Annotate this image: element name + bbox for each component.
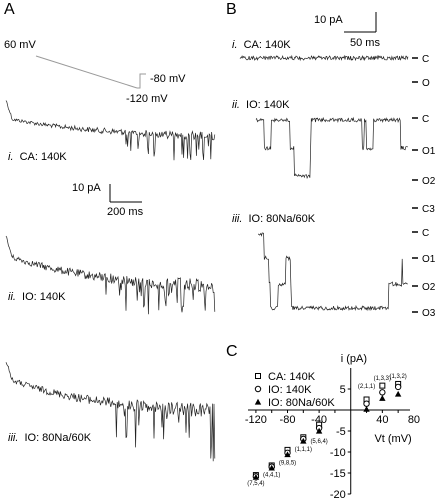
panel-b-trace-2: ii. IO: 140K C O1 O2 C3 xyxy=(232,99,436,215)
panel-a-trace-3: iii. IO: 80Na/60K xyxy=(5,362,216,462)
trace-b2-caption: ii. IO: 140K xyxy=(232,99,290,111)
data-point xyxy=(268,464,275,471)
axis-tick-labels: -120 -80 -40 40 80 5 -5 -10 -15 -20 xyxy=(245,384,420,500)
current-trace xyxy=(5,235,216,315)
trace-a1-label: CA: 140K xyxy=(20,151,68,163)
x-tick-label: 80 xyxy=(408,414,420,426)
y-tick-label: -10 xyxy=(330,447,346,459)
point-annotation: (5,6,4) xyxy=(310,439,327,445)
x-tick-label: 40 xyxy=(376,414,388,426)
annotations: (2,1,1) (1,3,3)(1,3,2) (5,6,4) (1,1,1) (9,8,… xyxy=(247,374,407,487)
legend-label: IO: 140K xyxy=(268,384,312,396)
level-label: O2 xyxy=(422,282,436,293)
trace-b3-caption: iii. IO: 80Na/60K xyxy=(232,213,316,225)
y-tick-label: -20 xyxy=(330,489,346,500)
data-point xyxy=(363,405,370,412)
trace-a1-caption: i. CA: 140K xyxy=(8,151,67,163)
y-tick-label: -5 xyxy=(336,426,346,438)
protocol-step xyxy=(137,73,146,89)
current-trace xyxy=(5,362,216,462)
data-point xyxy=(252,474,260,480)
level-label: C xyxy=(422,114,429,125)
x-tick-label: -40 xyxy=(311,414,327,426)
panel-a-trace-2: ii. IO: 140K xyxy=(5,235,216,315)
y-tick-label: 5 xyxy=(340,384,346,396)
legend-marker xyxy=(254,385,262,393)
trace-a2-label: IO: 140K xyxy=(22,291,66,303)
point-annotation: (7,5,4) xyxy=(247,481,264,487)
trace-a3-caption: iii. IO: 80Na/60K xyxy=(8,432,92,444)
panel-b-trace-3: iii. IO: 80Na/60K C O1 O2 O3 xyxy=(232,213,436,319)
data-point xyxy=(315,427,323,434)
trace-b1-numeral: i. xyxy=(232,39,238,51)
scale-bar-x-label: 200 ms xyxy=(107,206,144,218)
scale-bar-y-label: 10 pA xyxy=(314,14,343,26)
x-tick-label: -120 xyxy=(245,414,267,426)
trace-a3-numeral: iii. xyxy=(8,432,18,444)
point-annotation: (1,3,2) xyxy=(389,374,406,380)
trace-b3-numeral: iii. xyxy=(232,213,242,225)
x-tick-label: -80 xyxy=(280,414,296,426)
protocol-step-label: -80 mV xyxy=(150,73,186,85)
level-label: C xyxy=(422,54,429,65)
trace-a2-caption: ii. IO: 140K xyxy=(8,291,66,303)
legend-label: CA: 140K xyxy=(268,371,316,383)
voltage-protocol: 60 mV -120 mV -80 mV xyxy=(4,39,186,105)
iv-chart: -120 -80 -40 40 80 5 -5 -10 -15 -20 (2,1,1) (1,3,3… xyxy=(245,353,420,500)
data-point xyxy=(379,382,386,389)
panel-a-scale-bar: 10 pA 200 ms xyxy=(72,182,144,218)
level-label: O1 xyxy=(422,254,436,265)
data-points xyxy=(252,380,402,480)
panel-b-letter: B xyxy=(226,1,237,18)
data-point xyxy=(379,389,386,396)
legend-marker xyxy=(254,398,262,405)
point-annotation: (2,1,1) xyxy=(358,384,375,390)
protocol-hold-label: 60 mV xyxy=(4,39,36,51)
trace-a3-label: IO: 80Na/60K xyxy=(24,432,91,444)
level-label: O1 xyxy=(422,146,436,157)
protocol-ramp-end-label: -120 mV xyxy=(126,93,168,105)
trace-b1-caption: i. CA: 140K xyxy=(232,39,291,51)
y-tick-label: -15 xyxy=(330,468,346,480)
panel-b-trace-1: i. CA: 140K C O xyxy=(232,39,430,89)
point-annotation: (1,1,1) xyxy=(295,447,312,453)
data-point xyxy=(379,395,386,401)
legend-marker xyxy=(255,373,261,379)
panel-a-letter: A xyxy=(4,1,15,18)
trace-b1-label: CA: 140K xyxy=(244,39,292,51)
data-point xyxy=(394,390,402,397)
level-label: C3 xyxy=(422,204,435,215)
single-channel-trace xyxy=(239,54,409,62)
current-trace xyxy=(5,100,216,161)
level-label: C xyxy=(422,228,429,239)
point-annotation: (1,3,3) xyxy=(374,376,391,382)
trace-a1-numeral: i. xyxy=(8,151,14,163)
point-annotation: (9,8,5) xyxy=(279,461,296,467)
panel-a-trace-1: i. CA: 140K xyxy=(5,100,216,163)
point-annotation: (4,4,1) xyxy=(263,472,280,478)
single-channel-trace xyxy=(255,116,408,180)
level-label: O xyxy=(422,78,430,89)
level-label: O3 xyxy=(422,308,436,319)
legend-label: IO: 80Na/60K xyxy=(268,397,335,409)
panel-c-letter: C xyxy=(226,343,238,360)
scale-bar-y-label: 10 pA xyxy=(72,182,101,194)
x-axis-label: Vt (mV) xyxy=(374,433,411,445)
trace-b2-label: IO: 140K xyxy=(246,99,290,111)
data-point xyxy=(284,451,291,458)
data-point xyxy=(300,437,307,444)
level-label: O2 xyxy=(422,176,436,187)
trace-a2-numeral: ii. xyxy=(8,291,16,303)
y-axis-label: i (pA) xyxy=(341,353,367,365)
single-channel-trace xyxy=(257,232,408,312)
trace-b2-numeral: ii. xyxy=(232,99,240,111)
panel-b-scale-bar: 10 pA 50 ms xyxy=(314,12,380,49)
scale-bar-x-label: 50 ms xyxy=(350,37,380,49)
data-point xyxy=(394,383,402,391)
data-point xyxy=(363,400,370,407)
trace-b3-label: IO: 80Na/60K xyxy=(248,213,315,225)
protocol-ramp xyxy=(35,55,138,89)
